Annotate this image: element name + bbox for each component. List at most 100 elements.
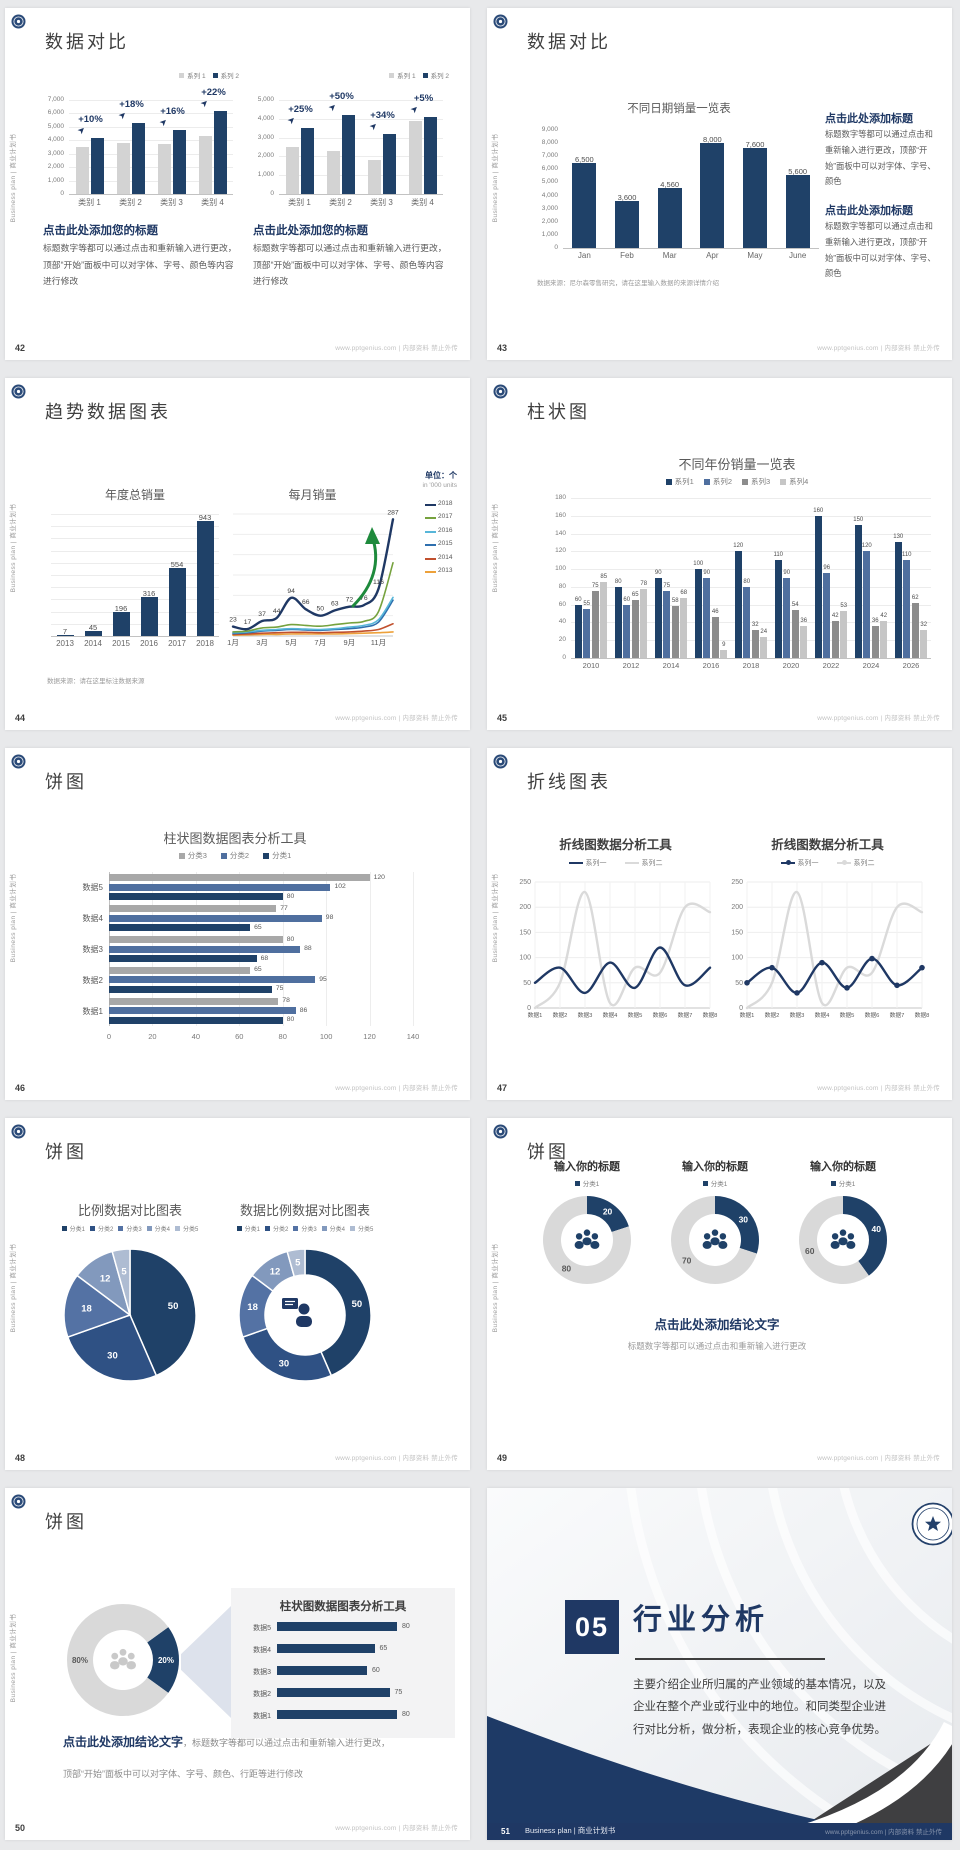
y-tick-label: 20 [558,636,566,644]
slide-title: 饼图 [45,772,87,792]
y-tick-label: 6,000 [47,109,64,117]
block-body: 标题数字等都可以通过点击和重新输入进行更改，顶部“开始”面板中可以对字体、字号、… [825,221,936,279]
svg-text:数据4: 数据4 [815,1011,831,1019]
gridline [279,137,443,139]
legend-label: 分类3 [301,1227,317,1233]
bar-value-label: 42 [831,612,839,619]
slide-45[interactable]: Business plan | 商业计划书 柱状图 不同年份销量一览表 系列1 系… [487,378,952,730]
svg-text:150: 150 [731,929,743,936]
legend-label: 系列 2 [430,73,449,80]
y-tick-label: 5,000 [257,96,274,103]
slide-49[interactable]: Business plan | 商业计划书 饼图 输入你的标题 输入你的标题 输… [487,1118,952,1470]
legend-item: 系列二 [624,858,663,868]
bar [382,133,396,194]
conclusion-bold: 点击此处添加结论文字 [63,1735,184,1749]
chart-canvas [493,384,508,399]
bar [774,560,782,658]
gridline [279,194,443,195]
bar-value-label: 24 [760,628,768,635]
bar [631,600,639,658]
gridline [69,126,233,128]
slide-48[interactable]: Business plan | 商业计划书 饼图 比例数据对比图表 数据比例数据… [5,1118,470,1470]
svg-text:20%: 20% [158,1656,174,1665]
gridline [571,569,931,571]
x-category-label: 2014 [662,661,680,670]
slide-title: 饼图 [527,1142,569,1162]
x-category-label: 类别 1 [288,198,311,207]
legend-label: 2016 [438,526,453,534]
bar-value-label: 75 [591,583,599,590]
x-category-label: 2020 [782,661,800,670]
x-category-label: Feb [620,251,634,260]
growth-arrow-icon: ➤ [366,119,380,133]
bar-value-label: 130 [893,534,904,541]
slide-47[interactable]: Business plan | 商业计划书 折线图表 折线图数据分析工具 折线图… [487,748,952,1100]
conclusion-body: 标题数字等都可以通过点击和重新输入进行更改 [627,1341,807,1351]
chart-title: 年度总销量 [104,488,165,502]
gridline [51,514,219,515]
growth-annotation: +5% [413,92,434,104]
block-heading: 点击此处添加标题 [825,113,913,125]
line-chart: 0 50 100 150 200 250 数据1 数据2 数据3 数据4 数据5 数据6 数据7 数据8 [513,874,718,1026]
slide-title: 饼图 [45,1512,87,1532]
legend-swatch [568,862,583,864]
slide-51-section-divider[interactable]: 05 行业分析 主要介绍企业所归属的产业领域的基本情况，以及企业在整个产业或行业… [487,1488,952,1840]
legend-label: 分类2 [272,1227,289,1233]
y-tick-label: 80 [558,582,566,590]
y-tick-label: 4,000 [47,136,64,144]
bar-value-label: 5,600 [788,166,808,176]
svg-text:250: 250 [731,879,743,886]
chart-legend: 系列一 系列二 [513,858,718,868]
page-number: 50 [15,1823,26,1833]
brand-logo-icon [11,1494,26,1509]
slide-title: 趋势数据图表 [45,402,171,422]
svg-text:5月: 5月 [285,638,297,647]
x-tick-label: 80 [278,1032,287,1041]
svg-text:17: 17 [244,619,252,626]
bar [814,515,822,658]
chart-legend: 分类1 分类2 分类3 分类4 分类5 [30,1224,230,1233]
x-category-label: 2018 [742,661,760,670]
x-category-label: 2015 [112,639,130,648]
section-number: 05 [565,1600,619,1654]
bar-value-label: 54 [791,602,799,608]
footer-site: www.pptgenius.com | 内部资料 禁止外传 [335,1455,458,1462]
slide-50[interactable]: Business plan | 商业计划书 饼图 20% 80% 柱状图数据图表分… [5,1488,470,1840]
sidebar-vertical-label: Business plan | 商业计划书 [10,873,17,963]
bar [854,524,862,658]
legend-item: 分类2 [264,1224,289,1233]
y-tick-label: 7,000 [541,152,558,160]
bar [109,905,277,913]
bar-value-label: 7,600 [745,140,765,150]
gridline [69,140,233,142]
bar-value-label: 90 [654,570,662,576]
slide-43[interactable]: Business plan | 商业计划书 数据对比 不同日期销量一览表 0 1,… [487,8,952,360]
growth-annotation: +25% [288,104,313,116]
gridline [571,586,931,588]
slide-46[interactable]: Business plan | 商业计划书 饼图 柱状图数据图表分析工具 分类3… [5,748,470,1100]
gridline [571,604,931,606]
bar [109,874,370,882]
legend-item: 系列 2 [212,70,239,80]
svg-text:数据1: 数据1 [528,1011,543,1019]
page-number: 51 [501,1827,510,1836]
bar [109,914,322,922]
chart-legend: 分类1 [650,1178,780,1188]
bar [116,142,130,194]
bar-value-label: 65 [379,1645,388,1652]
svg-text:60: 60 [805,1246,815,1256]
bar-value-label: 36 [871,618,879,624]
chart-canvas: 0 50 100 150 200 250 数据1 数据2 数据3 数据4 数据5 数据6 数据7 数据8 [519,879,717,1019]
chart-legend: 系列一 系列二 [725,858,930,868]
bar [711,617,719,658]
x-category-label: 2013 [56,639,74,648]
slide-42[interactable]: Business plan | 商业计划书 数据对比 系列 1 系列 2 系列 1… [5,8,470,360]
y-tick-label: 9,000 [541,126,558,133]
svg-text:数据4: 数据4 [603,1011,619,1019]
conclusion-rest: ，标题数字等都可以通过点击和重新输入进行更改，顶部“开始”面板中可以对字体、字号… [63,1738,391,1780]
bar [743,586,751,658]
slide-44[interactable]: Business plan | 商业计划书 趋势数据图表 单位：个 in '00… [5,378,470,730]
y-tick-label: 140 [555,529,566,537]
donut-chart: 40 60 [793,1192,893,1288]
